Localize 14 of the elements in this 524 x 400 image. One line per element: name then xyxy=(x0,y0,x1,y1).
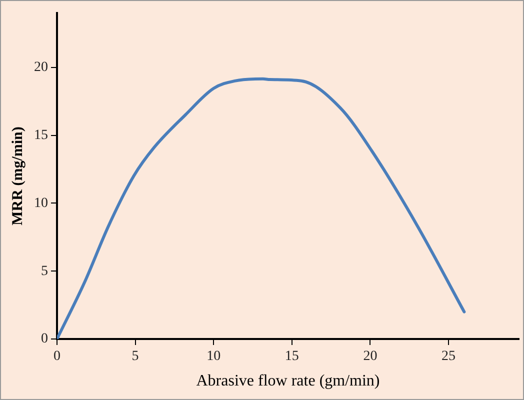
y-tick-label: 0 xyxy=(41,332,48,347)
x-tick-label: 10 xyxy=(206,349,221,364)
x-axis-title: Abrasive flow rate (gm/min) xyxy=(196,372,380,390)
line-series xyxy=(57,77,466,339)
y-axis-title: MRR (mg/min) xyxy=(10,126,26,226)
y-tick-label: 10 xyxy=(34,196,48,211)
x-tick-label: 0 xyxy=(54,349,60,364)
x-tick-label: 25 xyxy=(442,349,456,364)
y-tick-label: 20 xyxy=(34,60,48,76)
y-tick-label: 5 xyxy=(41,264,48,279)
x-tick-label: 20 xyxy=(363,349,378,364)
x-tick-label: 15 xyxy=(284,349,299,364)
y-tick-label: 15 xyxy=(34,128,48,143)
x-tick-label: 5 xyxy=(132,349,139,364)
